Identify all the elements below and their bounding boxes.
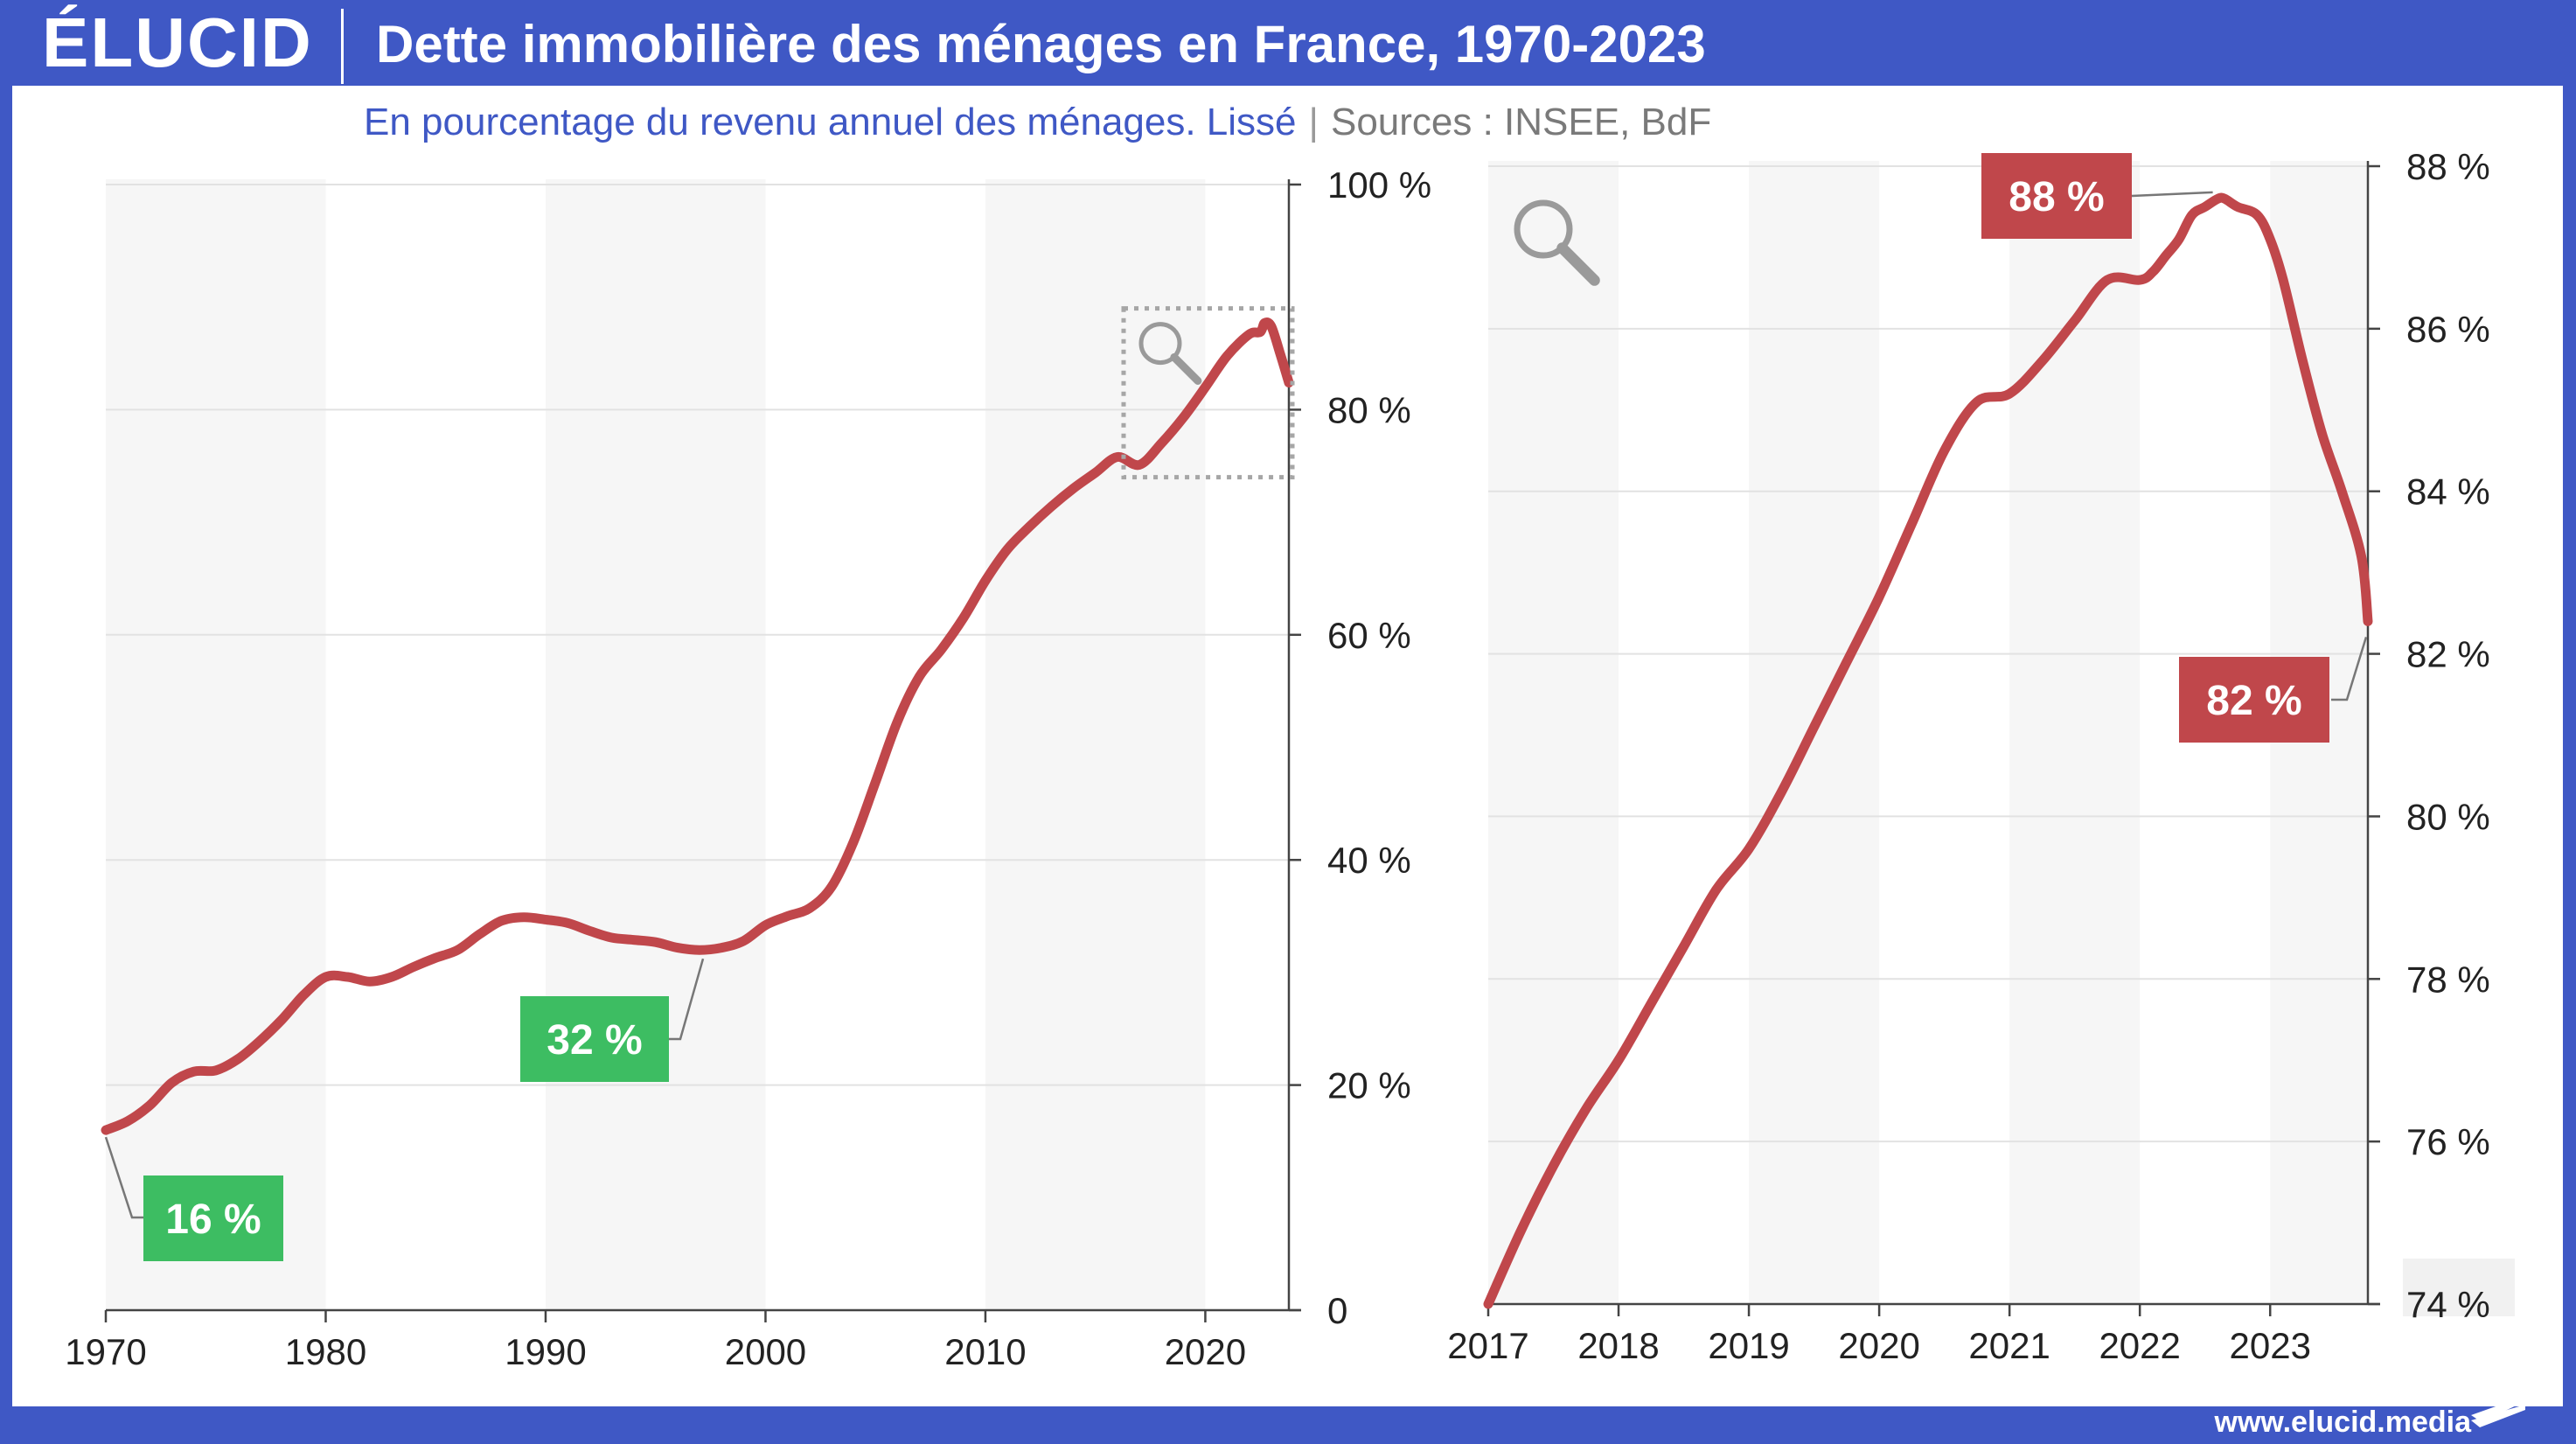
zoom-x-tick-label: 2023 [2230, 1325, 2311, 1366]
zoom-band [1488, 161, 1619, 1304]
zoom-x-tick-label: 2022 [2099, 1325, 2180, 1366]
magnifier-lens [1514, 199, 1573, 259]
main-y-tick-label: 20 % [1327, 1065, 1411, 1106]
zoom-y-tick-label: 84 % [2406, 471, 2490, 513]
zoom-x-tick-label: 2018 [1577, 1325, 1659, 1366]
main-x-tick-label: 1990 [505, 1331, 586, 1372]
magnifier-handle [1556, 242, 1600, 286]
main-y-tick-label: 80 % [1327, 389, 1411, 430]
magnifier-icon [1138, 322, 1202, 385]
badge-88: 88 % [1981, 153, 2132, 239]
chart-sources: Sources : INSEE, BdF [1330, 101, 1712, 143]
zoom-region-box [1121, 306, 1295, 480]
chart-subtitle: En pourcentage du revenu annuel des ména… [364, 101, 1297, 143]
badge-16-label: 16 % [165, 1196, 261, 1243]
subtitle-line: En pourcentage du revenu annuel des ména… [364, 94, 1711, 150]
badge-16: 16 % [143, 1175, 283, 1261]
magnifier-lens [1138, 322, 1182, 366]
footer-url[interactable]: www.elucid.media [2214, 1406, 2471, 1439]
zoom-y-tick-label: 74 % [2406, 1284, 2490, 1325]
zoom-y-tick-label: 86 % [2406, 309, 2490, 350]
callout-32 [669, 958, 705, 1041]
zoom-x-tick-label: 2021 [1968, 1325, 2050, 1366]
magnifier-icon [1514, 199, 1600, 286]
main-y-tick-label: 100 % [1327, 164, 1431, 206]
main-y-tick-label: 60 % [1327, 615, 1411, 656]
elucid-logo: ÉLUCID [42, 3, 313, 81]
main-y-tick-label: 40 % [1327, 840, 1411, 881]
subtitle-separator: | [1308, 101, 1319, 143]
main-band [985, 179, 1206, 1310]
main-x-tick-label: 1980 [285, 1331, 366, 1372]
main-series-line [101, 317, 1294, 1135]
badge-32-box [520, 996, 669, 1082]
zoom-y-tick-label: 80 % [2406, 796, 2490, 837]
chart-title: Dette immobilière des ménages en France,… [376, 15, 1706, 73]
header-separator [341, 9, 344, 84]
callout-82 [2331, 637, 2368, 701]
zoom-x-tick-label: 2019 [1708, 1325, 1789, 1366]
badge-88-box [1981, 153, 2132, 239]
badge-82-box [2179, 657, 2329, 743]
elucid-flag-icon [2471, 1396, 2525, 1427]
magnifier-handle [1170, 352, 1202, 385]
main-x-tick-label: 2020 [1165, 1331, 1246, 1372]
zoom-chart: 2017 2018 2019 2020 2021 2022 2023 74 % 76 % 78 %… [1447, 146, 2515, 1366]
main-x-tick-label: 1970 [65, 1331, 146, 1372]
main-chart: 1970 1980 1990 2000 2010 2020 0 20 % 40 % 60 % 80 … [65, 164, 1431, 1372]
header-bar: ÉLUCID Dette immobilière des ménages en … [0, 0, 2576, 86]
zoom-y-tick-label: 78 % [2406, 959, 2490, 1000]
badge-32-label: 32 % [547, 1017, 642, 1064]
callout-16 [104, 1136, 144, 1219]
main-band [545, 179, 766, 1310]
zoom-x-tick-label: 2017 [1447, 1325, 1528, 1366]
main-y-tick-label: 0 [1327, 1290, 1347, 1331]
badge-32: 32 % [520, 996, 669, 1082]
main-x-tick-label: 2000 [725, 1331, 806, 1372]
badge-82: 82 % [2179, 657, 2329, 743]
badge-82-label: 82 % [2206, 678, 2301, 724]
zoom-y-tick-label: 88 % [2406, 146, 2490, 187]
main-x-tick-label: 2010 [944, 1331, 1026, 1372]
badge-88-label: 88 % [2009, 174, 2104, 220]
zoom-y-tick-label: 76 % [2406, 1121, 2490, 1162]
callout-88 [2131, 191, 2213, 198]
zoom-y-tick-label: 82 % [2406, 634, 2490, 675]
zoom-band [2009, 161, 2141, 1304]
badge-16-box [143, 1175, 283, 1261]
zoom-x-tick-label: 2020 [1838, 1325, 1919, 1366]
main-band [106, 179, 326, 1310]
zoom-y-min-box [2403, 1259, 2515, 1316]
zoom-series-line [1483, 192, 2373, 1309]
